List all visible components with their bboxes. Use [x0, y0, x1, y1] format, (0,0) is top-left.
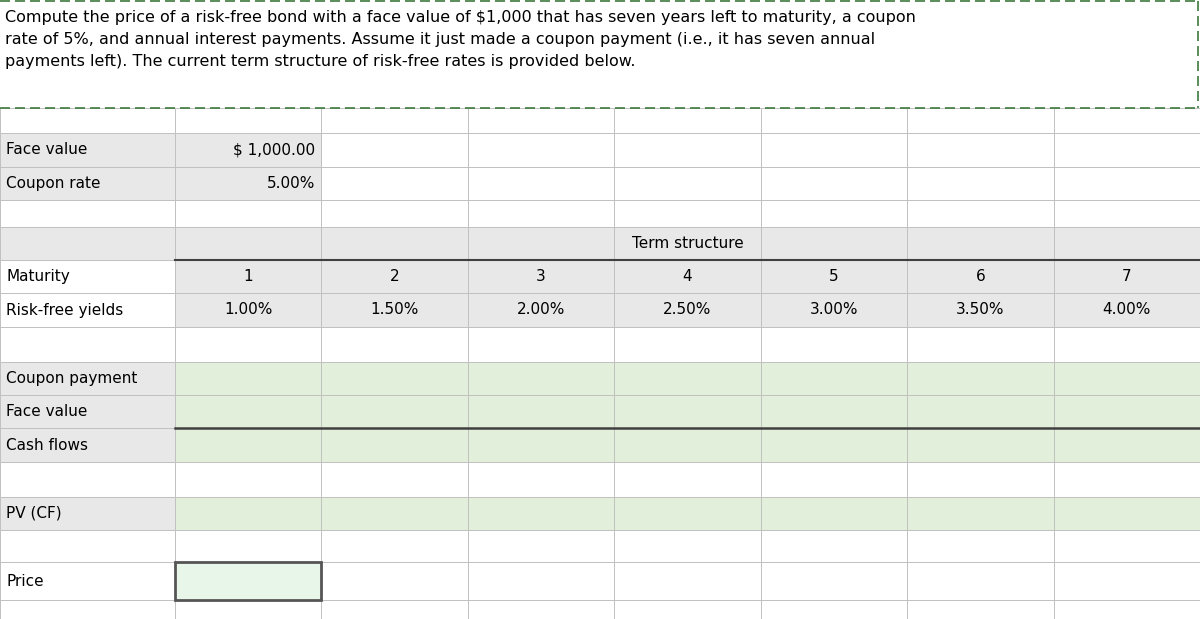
Text: Maturity: Maturity [6, 269, 70, 284]
Bar [0, 497, 1200, 530]
Bar [0, 260, 175, 293]
Text: Cash flows: Cash flows [6, 438, 88, 452]
Text: 1: 1 [244, 269, 253, 284]
Text: 5: 5 [829, 269, 839, 284]
Text: Coupon rate: Coupon rate [6, 176, 101, 191]
Bar [0, 293, 1200, 327]
Bar [0, 327, 1200, 362]
Text: 2.00%: 2.00% [517, 303, 565, 318]
Bar [0, 227, 1200, 260]
Text: $ 1,000.00: $ 1,000.00 [233, 142, 316, 157]
Text: Face value: Face value [6, 142, 88, 157]
Bar [0, 293, 175, 327]
Text: Face value: Face value [6, 404, 88, 419]
Bar [0, 395, 175, 428]
Text: Risk-free yields: Risk-free yields [6, 303, 124, 318]
Bar [0, 562, 1200, 600]
Text: 3: 3 [536, 269, 546, 284]
Text: Compute the price of a risk-free bond with a face value of $1,000 that has seven: Compute the price of a risk-free bond wi… [5, 10, 916, 69]
Bar [0, 428, 1200, 462]
Bar [0, 133, 322, 167]
Text: 3.50%: 3.50% [956, 303, 1004, 318]
Bar [0, 600, 1200, 619]
Bar [0, 362, 175, 395]
Bar [0, 260, 1200, 293]
Bar [0, 530, 1200, 562]
Text: 3.00%: 3.00% [810, 303, 858, 318]
Bar [0, 395, 1200, 428]
Bar [0, 362, 1200, 395]
Text: 2.50%: 2.50% [664, 303, 712, 318]
Bar [0, 428, 175, 462]
Bar [0, 108, 1200, 619]
Text: 2: 2 [390, 269, 400, 284]
Text: 7: 7 [1122, 269, 1132, 284]
Bar [0, 497, 175, 530]
Text: Coupon payment: Coupon payment [6, 371, 137, 386]
Text: 4: 4 [683, 269, 692, 284]
Text: 1.50%: 1.50% [371, 303, 419, 318]
Bar [0, 167, 322, 200]
Text: Term structure: Term structure [631, 236, 743, 251]
Text: 4.00%: 4.00% [1103, 303, 1151, 318]
Bar [175, 562, 322, 600]
Text: Price: Price [6, 573, 43, 589]
Text: PV (CF): PV (CF) [6, 506, 61, 521]
Text: 5.00%: 5.00% [268, 176, 316, 191]
Bar [0, 462, 1200, 497]
Text: 6: 6 [976, 269, 985, 284]
Text: 1.00%: 1.00% [224, 303, 272, 318]
